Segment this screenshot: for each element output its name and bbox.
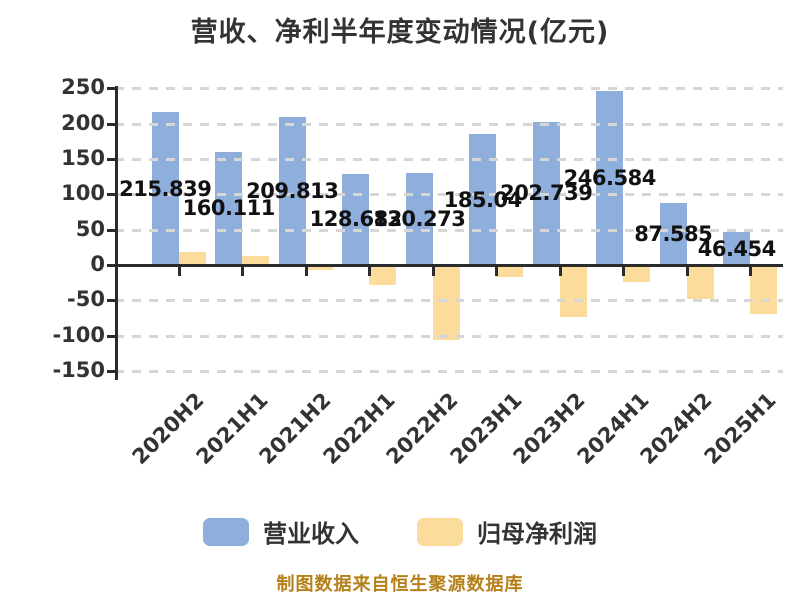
net-profit-bar [559, 266, 587, 317]
gridline [115, 157, 783, 161]
revenue-legend-label: 营业收入 [263, 520, 359, 548]
x-axis-tick [685, 265, 689, 276]
gridline [115, 370, 783, 374]
x-axis-tick [622, 265, 625, 276]
revenue-bar [596, 90, 624, 265]
y-axis-tick [107, 228, 115, 232]
revenue-bar [659, 203, 687, 265]
y-axis-tick [107, 264, 115, 267]
legend: 营业收入 归母净利润 [0, 514, 800, 549]
revenue-swatch [203, 517, 249, 546]
y-tick-label: 250 [61, 75, 105, 100]
net-profit-bar [242, 255, 270, 265]
y-axis-tick [107, 193, 115, 197]
net-profit-bar [750, 266, 778, 315]
revenue-bar [469, 134, 497, 265]
gridline [115, 299, 783, 303]
x-axis-tick [177, 265, 181, 276]
revenue-value-label: 130.273 [373, 206, 466, 231]
revenue-value-label: 87.585 [634, 222, 713, 247]
net-profit-swatch [417, 517, 463, 546]
net-profit-bar [686, 266, 714, 299]
revenue-bar [215, 151, 243, 265]
legend-item-net-profit: 归母净利润 [417, 514, 597, 549]
revenue-value-label: 202.739 [500, 181, 593, 206]
net-profit-bar [178, 251, 206, 265]
x-axis-tick [431, 265, 435, 276]
y-tick-label: 0 [90, 252, 105, 276]
revenue-bar [723, 232, 751, 265]
y-tick-label: -150 [52, 358, 105, 383]
x-axis-line [115, 264, 783, 267]
legend-item-revenue: 营业收入 [203, 514, 359, 549]
x-axis-tick [304, 265, 308, 276]
y-tick-label: -50 [67, 287, 105, 312]
y-axis-tick [107, 334, 115, 338]
net-profit-bar [496, 266, 524, 277]
data-source-note: 制图数据来自恒生聚源数据库 [276, 574, 524, 595]
net-profit-bar [369, 266, 397, 286]
net-profit-legend-label: 归母净利润 [477, 520, 597, 548]
y-tick-label: 150 [61, 145, 105, 170]
y-axis-tick [107, 122, 115, 126]
gridline [115, 193, 783, 197]
x-axis-tick [495, 265, 498, 276]
y-tick-label: 200 [61, 110, 105, 135]
revenue-bar [405, 172, 433, 265]
revenue-bar [151, 112, 179, 265]
x-axis-tick [749, 265, 752, 276]
gridline [115, 87, 783, 91]
y-axis-tick [107, 299, 115, 303]
revenue-bar [342, 173, 370, 265]
gridline [115, 228, 783, 232]
y-tick-label: 100 [61, 181, 105, 206]
revenue-value-label: 246.584 [563, 165, 657, 190]
y-axis-tick [107, 370, 115, 374]
net-profit-bar [432, 266, 460, 340]
revenue-bar [278, 116, 306, 265]
revenue-value-label: 209.813 [246, 178, 339, 203]
x-axis-tick [368, 265, 371, 276]
y-tick-label: -100 [52, 322, 105, 347]
y-axis-line [115, 86, 118, 380]
gridline [115, 122, 783, 126]
x-axis-tick [241, 265, 244, 276]
revenue-value-label: 160.111 [182, 196, 276, 221]
revenue-value-label: 128.682 [309, 207, 403, 232]
revenue-value-label: 46.454 [697, 236, 777, 261]
chart-title: 营收、净利半年度变动情况(亿元) [190, 17, 610, 48]
y-axis-tick [107, 157, 115, 161]
y-axis-tick [107, 87, 115, 91]
revenue-value-label: 185.04 [443, 187, 523, 212]
net-profit-bar [623, 266, 651, 282]
y-tick-label: 50 [75, 216, 105, 241]
x-axis-tick [558, 265, 562, 276]
net-profit-bar [305, 266, 333, 270]
revenue-value-label: 215.839 [119, 176, 212, 201]
gridline [115, 334, 783, 338]
